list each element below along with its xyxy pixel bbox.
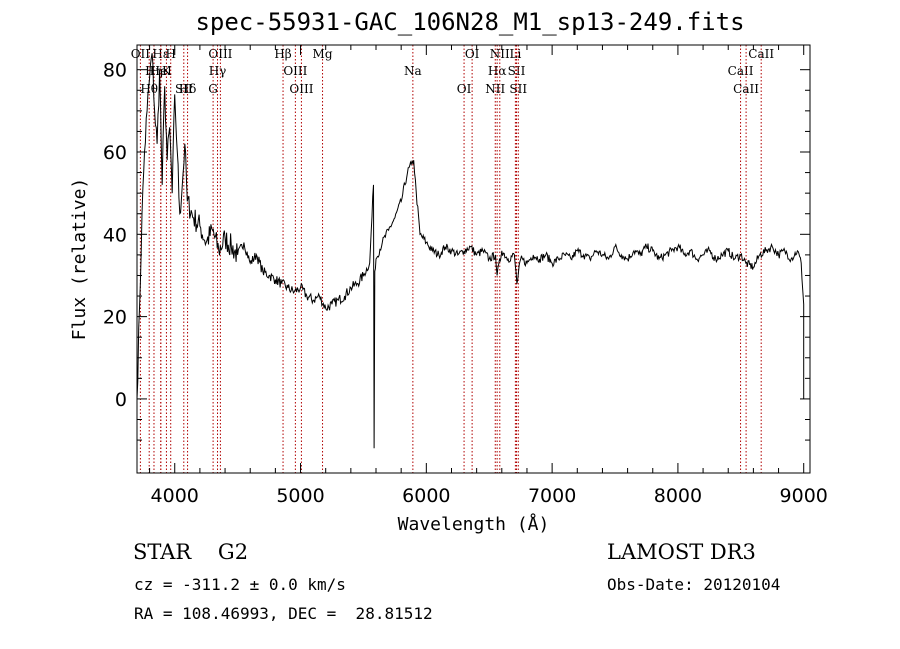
spectral-line-label: Li: [509, 47, 521, 61]
spectral-line-label: H: [165, 47, 175, 61]
spectral-line-label: Hα: [488, 64, 507, 78]
x-tick-label: 6000: [402, 485, 450, 507]
ra-dec-coords: RA = 108.46993, DEC = 28.81512: [134, 604, 433, 623]
spectral-line-label: OI: [457, 82, 472, 96]
spectral-line-label: Hε: [152, 47, 169, 61]
spectral-line-label: Hβ: [274, 47, 291, 61]
survey-label: LAMOST DR3: [607, 540, 756, 564]
spectral-line-label: OII: [131, 47, 151, 61]
spectral-line-label: SII: [508, 64, 526, 78]
spectral-line-label: NII: [485, 82, 505, 96]
spectral-line-label: CaII: [748, 47, 774, 61]
spectral-line-label: NII: [490, 47, 510, 61]
spectral-line-label: OIII: [283, 64, 307, 78]
spectral-line-label: Hγ: [209, 64, 227, 78]
spectral-line-label: Hδ: [179, 82, 197, 96]
spectral-line-label: Na: [404, 64, 422, 78]
x-tick-label: 9000: [780, 485, 828, 507]
x-tick-label: 4000: [151, 485, 199, 507]
spectral-line-label: SII: [509, 82, 527, 96]
spectral-line-label: OI: [465, 47, 480, 61]
x-axis-label: Wavelength (Å): [398, 513, 550, 535]
x-tick-label: 7000: [528, 485, 576, 507]
y-tick-label: 60: [103, 142, 127, 164]
y-tick-label: 80: [103, 60, 127, 82]
x-tick-label: 5000: [276, 485, 324, 507]
spectral-line-label: K: [162, 64, 172, 78]
y-tick-label: 40: [103, 224, 127, 246]
spectral-line-label: CaII: [733, 82, 759, 96]
spectral-line-label: CaII: [728, 64, 754, 78]
object-class: STAR G2: [133, 540, 249, 564]
spectral-line-label: OIII: [208, 47, 232, 61]
y-tick-label: 20: [103, 307, 127, 329]
x-tick-label: 8000: [654, 485, 702, 507]
redshift-cz: cz = -311.2 ± 0.0 km/s: [134, 575, 346, 594]
plot-frame: [136, 44, 811, 474]
obs-date: Obs-Date: 20120104: [607, 575, 781, 594]
spectral-line-label: SII: [175, 82, 193, 96]
spectral-line-label: OIII: [289, 82, 313, 96]
spectrum-series-line: [136, 53, 805, 449]
spectral-line-label: G: [208, 82, 218, 96]
chart-title: spec-55931-GAC_106N28_M1_sp13-249.fits: [195, 8, 745, 36]
y-axis-label: Flux (relative): [69, 178, 90, 341]
spectral-line-label: Mg: [313, 47, 333, 61]
y-tick-label: 0: [115, 389, 127, 411]
